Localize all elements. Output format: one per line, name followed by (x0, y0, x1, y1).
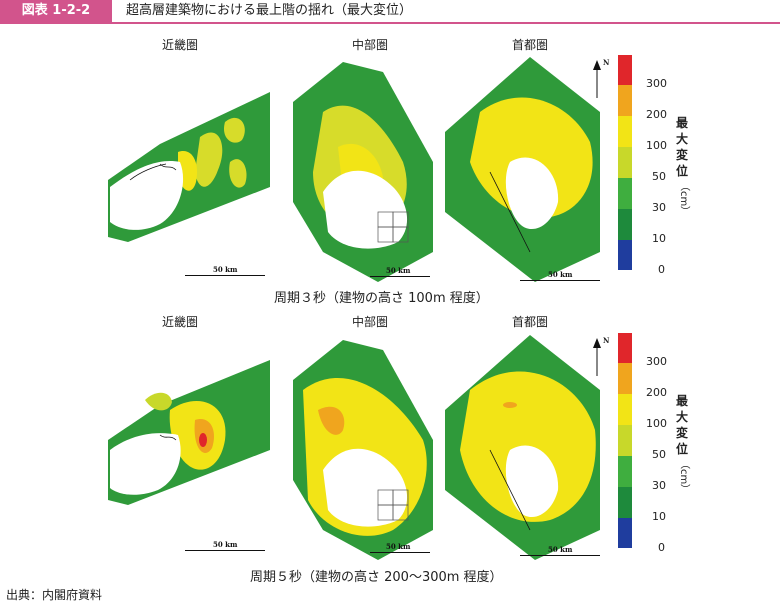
legend-tick: 10 (652, 510, 666, 523)
legend-swatch-0-10 (618, 518, 632, 548)
legend-tick: 100 (646, 417, 667, 430)
region-label-chubu-row1: 中部圏 (352, 38, 389, 52)
north-label-row2: N (603, 336, 610, 345)
legend-tick: 0 (658, 541, 665, 554)
legend-tick: 30 (652, 479, 666, 492)
legend-tick: 200 (646, 108, 667, 121)
legend-tick: 30 (652, 201, 666, 214)
color-legend-row2: 300 200 100 50 30 10 0 最大変位 （cm） (618, 333, 708, 563)
map-shutoken-period3 (445, 57, 600, 282)
legend-swatch-50-100 (618, 147, 632, 178)
figure-title: 超高層建築物における最上階の揺れ（最大変位） (126, 3, 413, 18)
legend-swatch-30-50 (618, 456, 632, 487)
legend-unit: （cm） (678, 459, 689, 495)
region-label-shutoken-row1: 首都圏 (512, 38, 549, 52)
legend-swatch-100-200 (618, 394, 632, 425)
north-label-row1: N (603, 58, 610, 67)
region-label-kinki-row2: 近畿圏 (162, 315, 199, 329)
legend-swatch-0-10 (618, 240, 632, 270)
caption-period3: 周期３秒（建物の高さ 100m 程度） (274, 291, 489, 306)
map-kinki-period5 (108, 360, 270, 505)
legend-title: 最大変位 (676, 116, 689, 178)
map-shutoken-period5 (445, 335, 600, 560)
legend-tick: 300 (646, 355, 667, 368)
legend-swatch-200-300 (618, 363, 632, 394)
north-arrow-icon (593, 60, 601, 98)
legend-unit: （cm） (678, 181, 689, 217)
caption-period5: 周期５秒（建物の高さ 200～300m 程度） (250, 570, 503, 585)
color-legend-row1: 300 200 100 50 30 10 0 最大変位 （cm） (618, 55, 708, 285)
legend-tick: 0 (658, 263, 665, 276)
legend-swatch-300plus (618, 333, 632, 363)
legend-tick: 50 (652, 448, 666, 461)
region-label-shutoken-row2: 首都圏 (512, 315, 549, 329)
legend-swatch-30-50 (618, 178, 632, 209)
legend-swatch-50-100 (618, 425, 632, 456)
legend-tick: 200 (646, 386, 667, 399)
legend-tick: 50 (652, 170, 666, 183)
map-chubu-period5 (293, 340, 433, 560)
north-arrow-icon (593, 338, 601, 376)
region-label-kinki-row1: 近畿圏 (162, 38, 199, 52)
legend-swatch-100-200 (618, 116, 632, 147)
map-kinki-period3 (108, 92, 270, 242)
legend-tick: 10 (652, 232, 666, 245)
legend-swatch-200-300 (618, 85, 632, 116)
figure-number: 図表 1-2-2 (0, 0, 112, 22)
legend-swatch-10-30 (618, 209, 632, 240)
legend-tick: 300 (646, 77, 667, 90)
map-chubu-period3 (293, 62, 433, 282)
region-label-chubu-row2: 中部圏 (352, 315, 389, 329)
header-divider (0, 22, 780, 24)
figure-header: 図表 1-2-2 超高層建築物における最上階の揺れ（最大変位） (0, 0, 780, 22)
source-note: 出典：内閣府資料 (6, 588, 103, 602)
legend-swatch-300plus (618, 55, 632, 85)
legend-tick: 100 (646, 139, 667, 152)
legend-title: 最大変位 (676, 394, 689, 456)
legend-swatch-10-30 (618, 487, 632, 518)
